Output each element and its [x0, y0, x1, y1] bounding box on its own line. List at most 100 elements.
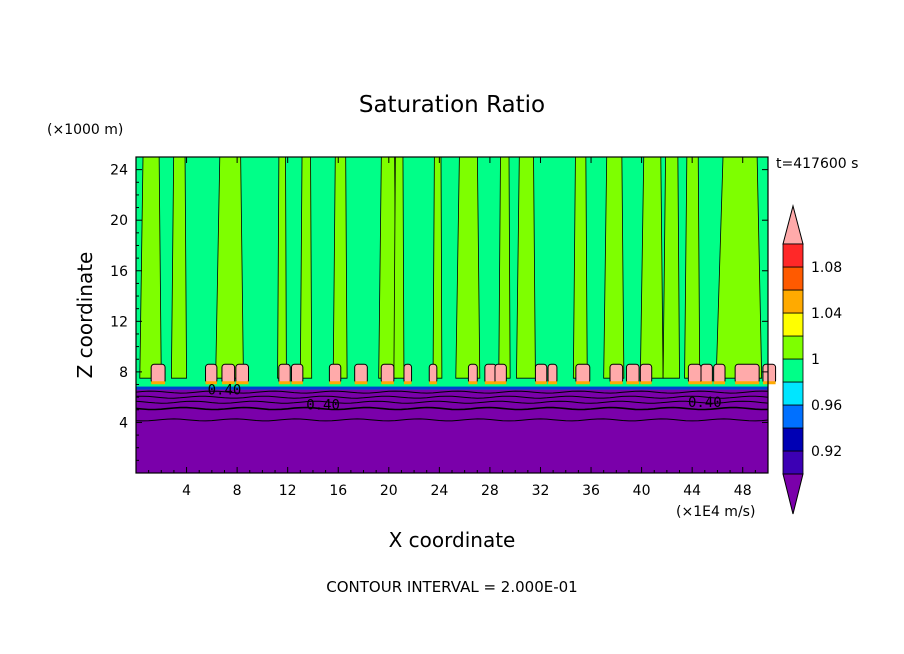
cloud-cap	[609, 363, 624, 384]
cloud-cap	[494, 363, 507, 384]
cloud-cap-base	[735, 381, 760, 385]
cloud-cap-base	[221, 381, 235, 385]
contour-line	[135, 390, 769, 394]
y-axis-label: Z coordinate	[73, 252, 97, 379]
contour-label: 0.40	[306, 398, 340, 414]
cloud-cap	[762, 363, 777, 384]
cloud-cap	[575, 363, 591, 384]
cloud-cap	[235, 363, 249, 384]
colorbar-segment	[782, 335, 804, 360]
contour-line	[135, 406, 769, 411]
cloud-cap	[734, 363, 760, 384]
x-tick-label: 40	[633, 483, 651, 499]
colorbar-segment	[782, 404, 804, 429]
x-tick-label: 4	[182, 483, 191, 499]
supersaturated-column	[215, 156, 244, 379]
cloud-cap	[290, 363, 304, 384]
cloud-cap	[354, 363, 368, 384]
supersaturated-column	[299, 156, 313, 379]
cloud-cap	[328, 363, 342, 384]
cloud-cap-base	[354, 381, 368, 385]
cloud-cap	[639, 363, 653, 384]
colorbar: 1.08 1.04 1 0.96 0.92	[782, 204, 842, 515]
cloud-cap	[278, 363, 291, 384]
cloud-cap	[467, 363, 478, 384]
colorbar-top-arrow	[782, 204, 804, 245]
contour-label: 0.40	[688, 395, 722, 411]
colorbar-tick-label: 1	[811, 352, 820, 368]
cloud-cap-base	[429, 381, 437, 385]
cloud-cap-base	[205, 381, 217, 385]
cloud-cap	[687, 363, 702, 384]
y-tick-label: 24	[110, 163, 128, 179]
colorbar-segment	[782, 450, 804, 475]
y-tick-label: 16	[110, 264, 128, 280]
colorbar-segment	[782, 266, 804, 291]
cloud-cap-base	[548, 381, 557, 385]
x-tick-label: 32	[532, 483, 550, 499]
contour-line	[135, 395, 769, 399]
supersaturated-column	[393, 156, 405, 379]
y-tick-label: 8	[119, 365, 128, 381]
supersaturated-column	[498, 156, 511, 379]
cloud-cap	[380, 363, 395, 384]
supersaturated-column	[432, 156, 443, 379]
supersaturated-column	[639, 156, 664, 379]
cloud-cap-base	[291, 381, 303, 385]
contour-label: 0.40	[208, 383, 242, 399]
y-unit-label: (×1000 m)	[47, 122, 123, 138]
colorbar-tick-label: 0.96	[811, 398, 842, 414]
field-lower-layer	[136, 389, 768, 473]
cloud-cap-base	[535, 381, 547, 385]
x-tick-label: 44	[683, 483, 701, 499]
y-tick-label: 4	[119, 415, 128, 431]
x-tick-label: 28	[481, 483, 499, 499]
x-tick-label: 12	[279, 483, 297, 499]
colorbar-tick-label: 0.92	[811, 444, 842, 460]
plot-area: 0.40 0.400.404 8 12 16 20 24 28 32 36 40 44 48481216…	[110, 156, 777, 499]
cloud-cap-base	[235, 381, 249, 385]
cloud-cap	[403, 363, 413, 384]
colorbar-segment	[782, 427, 804, 452]
x-tick-label: 36	[582, 483, 600, 499]
cloud-cap-base	[484, 381, 497, 385]
supersaturated-column	[277, 156, 287, 379]
colorbar-segment	[782, 289, 804, 314]
supersaturated-column	[139, 156, 162, 379]
cloud-cap	[205, 363, 218, 384]
cloud-cap-base	[329, 381, 341, 385]
x-tick-label: 48	[734, 483, 752, 499]
cloud-cap-base	[468, 381, 478, 385]
y-tick-label: 12	[110, 314, 128, 330]
cloud-cap	[221, 363, 236, 384]
time-label: t=417600 s	[776, 156, 858, 172]
supersaturated-column	[455, 156, 481, 379]
cloud-cap	[428, 363, 438, 384]
supersaturated-column	[715, 156, 763, 379]
colorbar-segment	[782, 381, 804, 406]
x-axis-label: X coordinate	[389, 528, 516, 552]
cloud-cap-base	[762, 381, 776, 385]
cloud-cap-base	[713, 381, 726, 385]
colorbar-tick-label: 1.08	[811, 260, 842, 276]
y-tick-label: 20	[110, 213, 128, 229]
supersaturated-column	[332, 156, 348, 379]
transition-band	[136, 386, 768, 390]
contour-interval-note: CONTOUR INTERVAL = 2.000E-01	[326, 578, 577, 596]
supersaturated-column	[684, 156, 701, 379]
cloud-cap-base	[626, 381, 640, 385]
cloud-cap-base	[278, 381, 291, 385]
cloud-cap-base	[575, 381, 590, 385]
cloud-cap	[534, 363, 548, 384]
contour-line	[135, 400, 769, 404]
cloud-cap	[700, 363, 713, 384]
cloud-cap-base	[640, 381, 652, 385]
supersaturated-column	[170, 156, 187, 379]
colorbar-segment	[782, 312, 804, 337]
x-tick-label: 8	[233, 483, 242, 499]
cloud-cap-base	[403, 381, 412, 385]
cloud-cap-base	[494, 381, 507, 385]
contour-line	[135, 418, 769, 422]
cloud-cap	[547, 363, 558, 384]
x-tick-label: 20	[380, 483, 398, 499]
